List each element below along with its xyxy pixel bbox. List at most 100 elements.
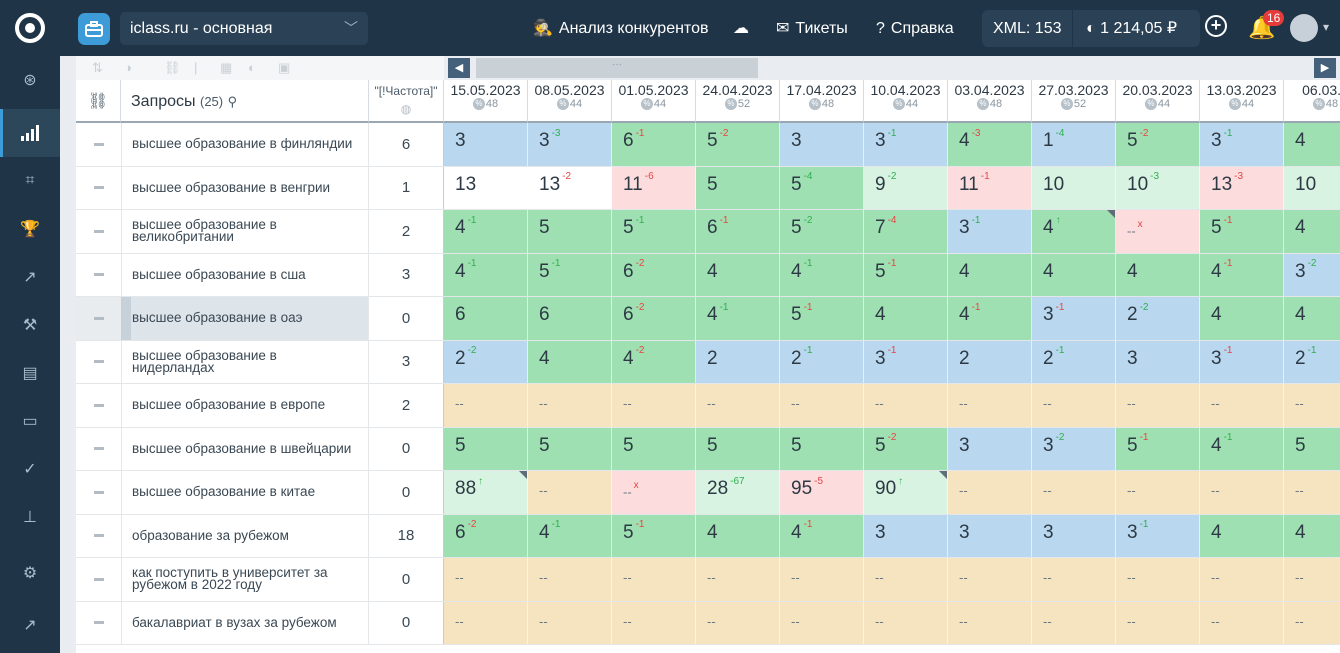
query-cell[interactable]: высшее образование в оаэ🗑⟳ [121,297,411,340]
table-row[interactable]: бакалавриат в вузах за рубежом 0 -- -- -- -- -… [76,601,1340,645]
date-column-header[interactable]: 24.04.2023% 52 [696,80,780,123]
table-row[interactable]: высшее образование в венгрии 1 13 13 -2 11 -6 5… [76,166,1340,210]
briefcase-button[interactable] [78,13,110,45]
position-cell[interactable]: 6 -2 [612,253,696,296]
toggle-icon[interactable]: ◑ [124,60,132,75]
position-cell[interactable]: 5 -4 [780,166,864,209]
position-cell[interactable]: 3 -3 [528,123,612,166]
position-cell[interactable]: 10 -3 [1116,166,1200,209]
position-cell[interactable]: 5 -1 [864,253,948,296]
position-cell[interactable]: -- [948,601,1032,644]
position-cell[interactable]: -- [864,601,948,644]
position-cell[interactable]: 5 [696,427,780,470]
position-cell[interactable]: 4 -1 [780,253,864,296]
position-cell[interactable]: 11 -6 [612,166,696,209]
position-cell[interactable]: 4 -1 [1200,253,1284,296]
chevron-down-icon[interactable]: ▾ [1323,20,1330,34]
position-cell[interactable]: 3 -1 [1116,514,1200,557]
date-column-header[interactable]: 10.04.2023% 44 [864,80,948,123]
position-cell[interactable]: 4 [1200,297,1284,340]
position-cell[interactable]: -- [528,601,612,644]
position-cell[interactable]: 3 -1 [948,210,1032,253]
position-cell[interactable]: 95 -5 [780,471,864,514]
date-column-header[interactable]: 27.03.2023% 52 [1032,80,1116,123]
row-link-toggle[interactable] [76,384,122,427]
link-icon[interactable]: ⛓ [164,60,181,75]
position-cell[interactable]: -- [1284,558,1340,601]
position-cell[interactable]: -- x [1116,210,1200,253]
position-cell[interactable]: 4 [948,253,1032,296]
position-cell[interactable]: 6 [444,297,528,340]
position-cell[interactable]: -- [528,558,612,601]
position-cell[interactable]: 3 [1116,340,1200,383]
query-cell[interactable]: высшее образование в финляндии [121,123,369,166]
position-cell[interactable]: -- [1116,601,1200,644]
position-cell[interactable]: 88 ↑ [444,471,528,514]
scroll-left-arrow[interactable]: ◀ [448,58,470,78]
date-column-header[interactable]: 13.03.2023% 44 [1200,80,1284,123]
position-cell[interactable]: -- [1032,558,1116,601]
table-row[interactable]: высшее образование в европе 2 -- -- -- -- -- --… [76,384,1340,428]
position-cell[interactable]: 4 -2 [612,340,696,383]
position-cell[interactable]: -- [780,384,864,427]
sidebar-item-inbox[interactable]: ▭ [0,397,60,445]
table-row[interactable]: высшее образование в китае 0 88 ↑ -- -- x 28 -67… [76,471,1340,515]
position-cell[interactable]: -- [948,471,1032,514]
position-cell[interactable]: 6 -2 [444,514,528,557]
position-cell[interactable]: 28 -67 [696,471,780,514]
sidebar-item-positions[interactable] [0,109,60,157]
position-cell[interactable]: 2 [696,340,780,383]
position-cell[interactable]: 4 -1 [948,297,1032,340]
position-cell[interactable]: 3 -1 [1032,297,1116,340]
position-cell[interactable]: 5 [444,427,528,470]
cloud-sync-button[interactable]: ☁ [733,12,749,45]
table-icon[interactable]: ▦ [220,60,233,75]
position-cell[interactable]: 90 ↑ [864,471,948,514]
frequency-column-header[interactable]: "[!Частота]" ◍ [369,80,444,123]
position-cell[interactable]: 2 -1 [1284,340,1340,383]
position-cell[interactable]: 3 -1 [864,340,948,383]
position-cell[interactable]: 4 [528,340,612,383]
position-cell[interactable]: 4 ↑ [1032,210,1116,253]
query-cell[interactable]: образование за рубежом [121,514,369,557]
query-cell[interactable]: высшее образование в китае [121,471,369,514]
sidebar-item-external[interactable]: ↗ [0,601,60,649]
position-cell[interactable]: 4 [1116,253,1200,296]
project-select[interactable]: iclass.ru - основная ﹀ [120,12,368,45]
position-cell[interactable]: 13 [444,166,528,209]
row-link-toggle[interactable] [76,166,122,209]
position-cell[interactable]: 3 -1 [1200,123,1284,166]
position-cell[interactable]: 3 -2 [1284,253,1340,296]
position-cell[interactable]: -- [1032,384,1116,427]
position-cell[interactable]: 5 -1 [612,210,696,253]
contrast-icon[interactable]: ◐ [248,60,256,75]
date-column-header[interactable]: 06.03.2%48 [1284,80,1340,123]
xml-balance-box[interactable]: XML: 153 ◐ 1 214,05 ₽ [982,10,1200,47]
position-cell[interactable]: -- x [612,471,696,514]
sidebar-item-analytics[interactable]: ↗ [0,253,60,301]
row-link-toggle[interactable] [76,123,122,166]
sidebar-item-reports[interactable]: ▤ [0,349,60,397]
query-cell[interactable]: бакалавриат в вузах за рубежом [121,601,369,644]
avatar[interactable] [1290,14,1318,42]
table-row[interactable]: высшее образование в великобритании 2 4 -1 5… [76,210,1340,254]
position-cell[interactable]: 6 [528,297,612,340]
position-cell[interactable]: -- [612,384,696,427]
position-cell[interactable]: 4 [696,253,780,296]
date-column-header[interactable]: 03.04.2023% 48 [948,80,1032,123]
query-cell[interactable]: высшее образование в швейцарии [121,427,369,470]
position-cell[interactable]: -- [1200,601,1284,644]
position-cell[interactable]: 5 -2 [696,123,780,166]
position-cell[interactable]: 3 [780,123,864,166]
position-cell[interactable]: 4 [1284,210,1340,253]
query-cell[interactable]: высшее образование в европе [121,384,369,427]
position-cell[interactable]: 5 -2 [864,427,948,470]
position-cell[interactable]: 3 -1 [1200,340,1284,383]
position-cell[interactable]: 4 [1032,253,1116,296]
table-row[interactable]: высшее образование в сша 3 4 -1 5 -1 6 -2 4 4 -1 5-… [76,253,1340,297]
date-column-header[interactable]: 08.05.2023% 44 [528,80,612,123]
position-cell[interactable]: -- [696,601,780,644]
position-cell[interactable]: -- [1284,384,1340,427]
table-row[interactable]: высшее образование в швейцарии 0 5 5 5 5 5 5 -2 3… [76,427,1340,471]
position-cell[interactable]: 5 -2 [1116,123,1200,166]
